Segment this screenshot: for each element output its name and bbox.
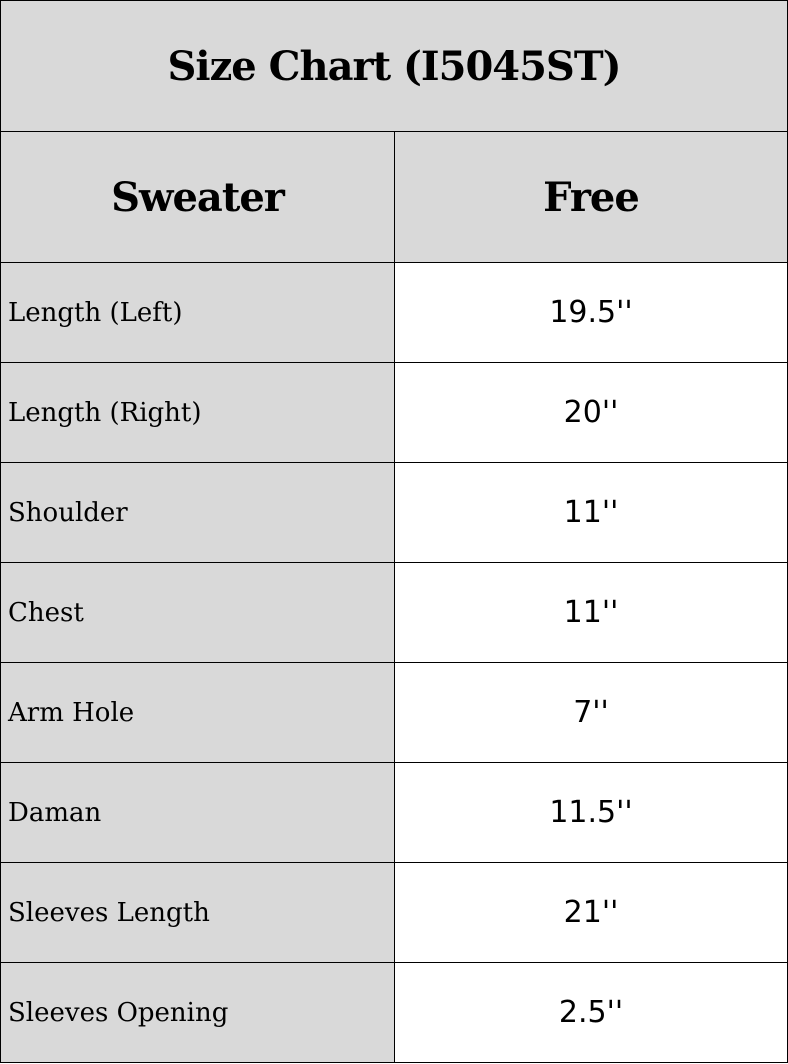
measurement-value: 20'' — [394, 362, 788, 463]
table-row: Daman 11.5'' — [0, 762, 788, 863]
table-row: Length (Right) 20'' — [0, 362, 788, 463]
measurement-label: Sleeves Opening — [0, 962, 395, 1063]
header-item: Sweater — [0, 131, 395, 263]
measurement-value: 2.5'' — [394, 962, 788, 1063]
measurement-label: Daman — [0, 762, 395, 863]
measurement-value: 7'' — [394, 662, 788, 763]
table-row: Arm Hole 7'' — [0, 662, 788, 763]
header-size: Free — [394, 131, 788, 263]
table-row: Chest 11'' — [0, 562, 788, 663]
measurement-label: Sleeves Length — [0, 862, 395, 963]
measurement-value: 11'' — [394, 462, 788, 563]
measurement-value: 11'' — [394, 562, 788, 663]
measurement-label: Shoulder — [0, 462, 395, 563]
measurement-label: Chest — [0, 562, 395, 663]
table-row: Sleeves Length 21'' — [0, 862, 788, 963]
header-row: Sweater Free — [0, 131, 788, 263]
measurement-value: 11.5'' — [394, 762, 788, 863]
table-title: Size Chart (I5045ST) — [0, 0, 788, 132]
table-row: Shoulder 11'' — [0, 462, 788, 563]
measurement-label: Length (Left) — [0, 262, 395, 363]
table-row: Sleeves Opening 2.5'' — [0, 962, 788, 1063]
measurement-label: Length (Right) — [0, 362, 395, 463]
table-row: Length (Left) 19.5'' — [0, 262, 788, 363]
measurement-value: 21'' — [394, 862, 788, 963]
measurement-label: Arm Hole — [0, 662, 395, 763]
measurement-value: 19.5'' — [394, 262, 788, 363]
